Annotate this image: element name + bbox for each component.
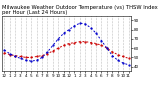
Text: Milwaukee Weather Outdoor Temperature (vs) THSW Index per Hour (Last 24 Hours): Milwaukee Weather Outdoor Temperature (v…: [2, 5, 157, 15]
